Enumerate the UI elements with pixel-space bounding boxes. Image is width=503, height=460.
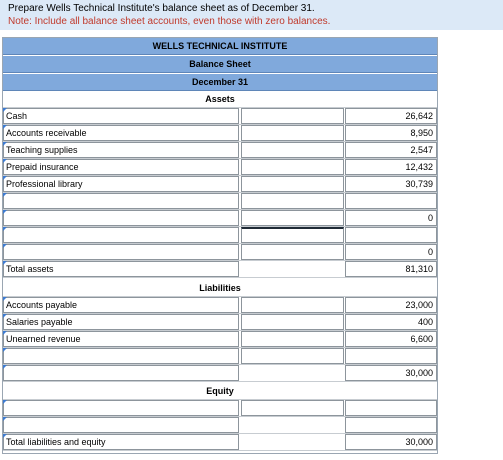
amount-field[interactable]: 0 xyxy=(345,210,437,226)
table-row: Prepaid insurance 12,432 xyxy=(3,159,437,176)
amount-field[interactable]: 2,547 xyxy=(345,142,437,158)
total-liabilities-amount[interactable]: 30,000 xyxy=(345,365,437,381)
table-row xyxy=(3,227,437,244)
dropdown-marker-icon xyxy=(3,244,7,248)
intermediate-amount-field[interactable] xyxy=(241,314,344,330)
intermediate-amount-field[interactable] xyxy=(241,244,344,260)
table-row: Teaching supplies 2,547 xyxy=(3,142,437,159)
dropdown-marker-icon xyxy=(3,331,7,335)
intermediate-amount-field[interactable] xyxy=(241,125,344,141)
company-name-header: WELLS TECHNICAL INSTITUTE xyxy=(3,38,437,55)
table-row: Cash $ 26,642 xyxy=(3,108,437,125)
intermediate-amount-field[interactable] xyxy=(241,400,344,416)
amount-field[interactable] xyxy=(345,227,437,243)
account-name-field[interactable] xyxy=(3,210,239,226)
account-name-field[interactable]: Total assets xyxy=(3,261,239,277)
instruction-text: Prepare Wells Technical Institute's bala… xyxy=(8,3,315,14)
table-row: Accounts payable $ 23,000 xyxy=(3,297,437,314)
dropdown-marker-icon xyxy=(3,227,7,231)
dropdown-marker-icon xyxy=(3,108,7,112)
amount-field[interactable]: 8,950 xyxy=(345,125,437,141)
statement-date-header: December 31 xyxy=(3,74,437,91)
account-name-field[interactable] xyxy=(3,365,239,381)
intermediate-amount-field[interactable] xyxy=(241,348,344,364)
table-row xyxy=(3,193,437,210)
account-name-field[interactable]: Teaching supplies xyxy=(3,142,239,158)
total-liabilities-equity-amount[interactable]: 30,000 xyxy=(345,434,437,450)
table-row xyxy=(3,417,437,434)
account-name-field[interactable] xyxy=(3,227,239,243)
intermediate-amount-field[interactable] xyxy=(241,142,344,158)
table-row: Total liabilities and equity $ 30,000 xyxy=(3,434,437,451)
amount-field[interactable] xyxy=(345,417,437,433)
account-name-field[interactable]: Cash xyxy=(3,108,239,124)
intermediate-amount-field[interactable] xyxy=(241,210,344,226)
assets-section-heading: Assets xyxy=(3,91,437,108)
table-row: 0 xyxy=(3,244,437,261)
amount-field[interactable]: 23,000 xyxy=(345,297,437,313)
dropdown-marker-icon xyxy=(3,261,7,265)
equity-section-heading: Equity xyxy=(3,383,437,400)
amount-field[interactable]: 0 xyxy=(345,244,437,260)
table-row: Salaries payable 400 xyxy=(3,314,437,331)
table-row: Professional library 30,739 xyxy=(3,176,437,193)
account-name-field[interactable] xyxy=(3,244,239,260)
dropdown-marker-icon xyxy=(3,434,7,438)
dropdown-marker-icon xyxy=(3,297,7,301)
intermediate-amount-field[interactable] xyxy=(241,193,344,209)
amount-field[interactable]: 400 xyxy=(345,314,437,330)
dropdown-marker-icon xyxy=(3,193,7,197)
intermediate-amount-field[interactable] xyxy=(241,159,344,175)
account-name-field[interactable]: Professional library xyxy=(3,176,239,192)
dropdown-marker-icon xyxy=(3,417,7,421)
account-name-field[interactable] xyxy=(3,417,239,433)
intermediate-amount-field[interactable] xyxy=(241,176,344,192)
instruction-note: Note: Include all balance sheet accounts… xyxy=(8,16,331,27)
table-row: Total assets $ 81,310 xyxy=(3,261,437,278)
dropdown-marker-icon xyxy=(3,142,7,146)
account-name-field[interactable]: Prepaid insurance xyxy=(3,159,239,175)
account-name-field[interactable] xyxy=(3,400,239,416)
account-name-field[interactable]: Accounts receivable xyxy=(3,125,239,141)
dropdown-marker-icon xyxy=(3,400,7,404)
table-row xyxy=(3,400,437,417)
statement-title-header: Balance Sheet xyxy=(3,56,437,73)
account-name-field[interactable]: Accounts payable xyxy=(3,297,239,313)
dropdown-marker-icon xyxy=(3,348,7,352)
amount-field[interactable] xyxy=(345,193,437,209)
amount-field[interactable] xyxy=(345,400,437,416)
intermediate-amount-field[interactable] xyxy=(241,227,344,243)
dropdown-marker-icon xyxy=(3,365,7,369)
intermediate-amount-field[interactable] xyxy=(241,297,344,313)
table-row xyxy=(3,348,437,365)
amount-field[interactable]: 12,432 xyxy=(345,159,437,175)
total-assets-amount[interactable]: 81,310 xyxy=(345,261,437,277)
amount-field[interactable]: 26,642 xyxy=(345,108,437,124)
amount-field[interactable] xyxy=(345,348,437,364)
account-name-field[interactable] xyxy=(3,348,239,364)
dropdown-marker-icon xyxy=(3,159,7,163)
balance-sheet-form: WELLS TECHNICAL INSTITUTE Balance Sheet … xyxy=(2,37,438,454)
table-row: 0 xyxy=(3,210,437,227)
amount-field[interactable]: 6,600 xyxy=(345,331,437,347)
account-name-field[interactable]: Salaries payable xyxy=(3,314,239,330)
table-row: Accounts receivable 8,950 xyxy=(3,125,437,142)
dropdown-marker-icon xyxy=(3,314,7,318)
amount-field[interactable]: 30,739 xyxy=(345,176,437,192)
instructions-banner: Prepare Wells Technical Institute's bala… xyxy=(0,0,503,30)
account-name-field[interactable]: Unearned revenue xyxy=(3,331,239,347)
dropdown-marker-icon xyxy=(3,176,7,180)
liabilities-section-heading: Liabilities xyxy=(3,280,437,297)
account-name-field[interactable]: Total liabilities and equity xyxy=(3,434,239,450)
intermediate-amount-field[interactable] xyxy=(241,331,344,347)
account-name-field[interactable] xyxy=(3,193,239,209)
table-row: 30,000 xyxy=(3,365,437,382)
table-row: Unearned revenue 6,600 xyxy=(3,331,437,348)
dropdown-marker-icon xyxy=(3,210,7,214)
intermediate-amount-field[interactable] xyxy=(241,108,344,124)
dropdown-marker-icon xyxy=(3,125,7,129)
